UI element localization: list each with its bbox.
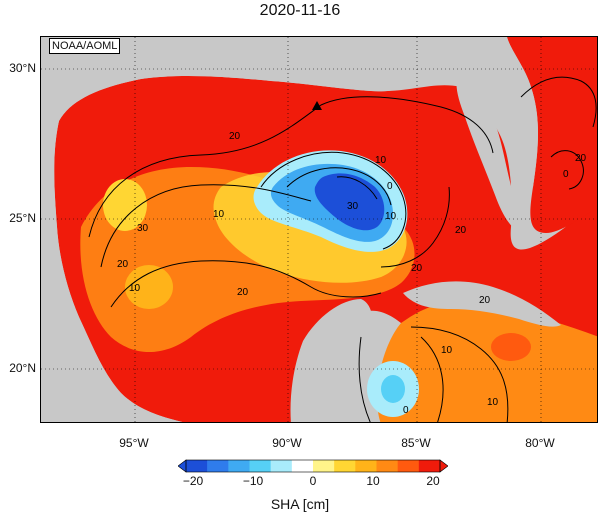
atlantic-sea-area [507,37,597,233]
colorbar-border [185,459,441,473]
colorbar-min-arrow [178,459,187,473]
colorbar-cells [186,460,441,472]
colorbar-tick: 20 [426,474,440,488]
sha-patch-east [491,333,531,361]
colorbar-cell [376,460,398,472]
contour-label: 20 [229,131,241,142]
sha-patch-west [103,179,147,231]
caribbean-sea-area [377,302,597,422]
contour-label: 20 [117,259,129,270]
lon-tick-95w: 95°W [119,436,149,450]
colorbar [178,459,448,473]
sha-field: 20 10 20 10 0 30 10 20 20 10 20 30 20 10… [41,37,597,422]
contour-label: 20 [237,287,249,298]
colorbar-cell [228,460,250,472]
contour-label: 0 [403,405,409,416]
contour-label: 10 [213,209,225,220]
contour-label: 30 [137,223,149,234]
colorbar-cell [334,460,356,472]
contour-label: 10 [441,345,453,356]
map-title: 2020-11-16 [259,2,341,19]
yucatan-landmass [290,299,373,422]
colorbar-cell [418,460,441,472]
lat-tick-25n: 25°N [9,211,36,225]
colorbar-tick: 0 [309,474,317,488]
colorbar-cell [291,460,314,472]
contour-label: 10 [375,155,387,166]
grid-lines [41,37,597,422]
credit-label: NOAA/AOML [49,38,121,54]
colorbar-cell [355,460,377,472]
sha-patch-southwest [125,265,173,309]
colorbar-label: SHA [cm] [270,496,330,512]
station-marker [312,101,322,110]
florida-landmass [456,77,531,235]
lon-tick-80w: 80°W [525,436,555,450]
contour-lines [88,76,597,422]
lon-tick-90w: 90°W [272,436,302,450]
lat-tick-20n: 20°N [9,361,36,375]
contour-label: 10 [487,397,499,408]
contour-label: 10 [385,211,397,222]
sea-height-map: 20 10 20 10 0 30 10 20 20 10 20 30 20 10… [40,36,598,423]
contour-label: 20 [479,295,491,306]
colorbar-cell [207,460,229,472]
sha-eddy-south-core [381,375,405,403]
colorbar-cell [249,460,271,472]
contour-label-group: 20 10 20 10 0 30 10 20 20 10 20 30 20 10… [117,131,587,416]
contour-label: 20 [455,225,467,236]
contour-label: 10 [129,283,141,294]
colorbar-cell [313,460,335,472]
contour-label: 30 [347,201,359,212]
us-coast-landmass [141,37,538,187]
colorbar-max-arrow [439,459,448,473]
contour-label: 0 [563,169,569,180]
cuba-landmass [403,281,561,327]
contour-label: 20 [411,263,423,274]
contour-label: 0 [387,181,393,192]
colorbar-tick: −20 [182,474,204,488]
colorbar-tick: 10 [366,474,380,488]
colorbar-tick: −10 [242,474,264,488]
contour-label: 20 [575,153,587,164]
lat-tick-30n: 30°N [9,61,36,75]
colorbar-cell [397,460,420,472]
colorbar-cell [270,460,293,472]
sha-eddy-core [314,173,385,231]
lon-tick-85w: 85°W [401,436,431,450]
colorbar-cell [186,460,208,472]
mexico-landmass [41,37,183,422]
